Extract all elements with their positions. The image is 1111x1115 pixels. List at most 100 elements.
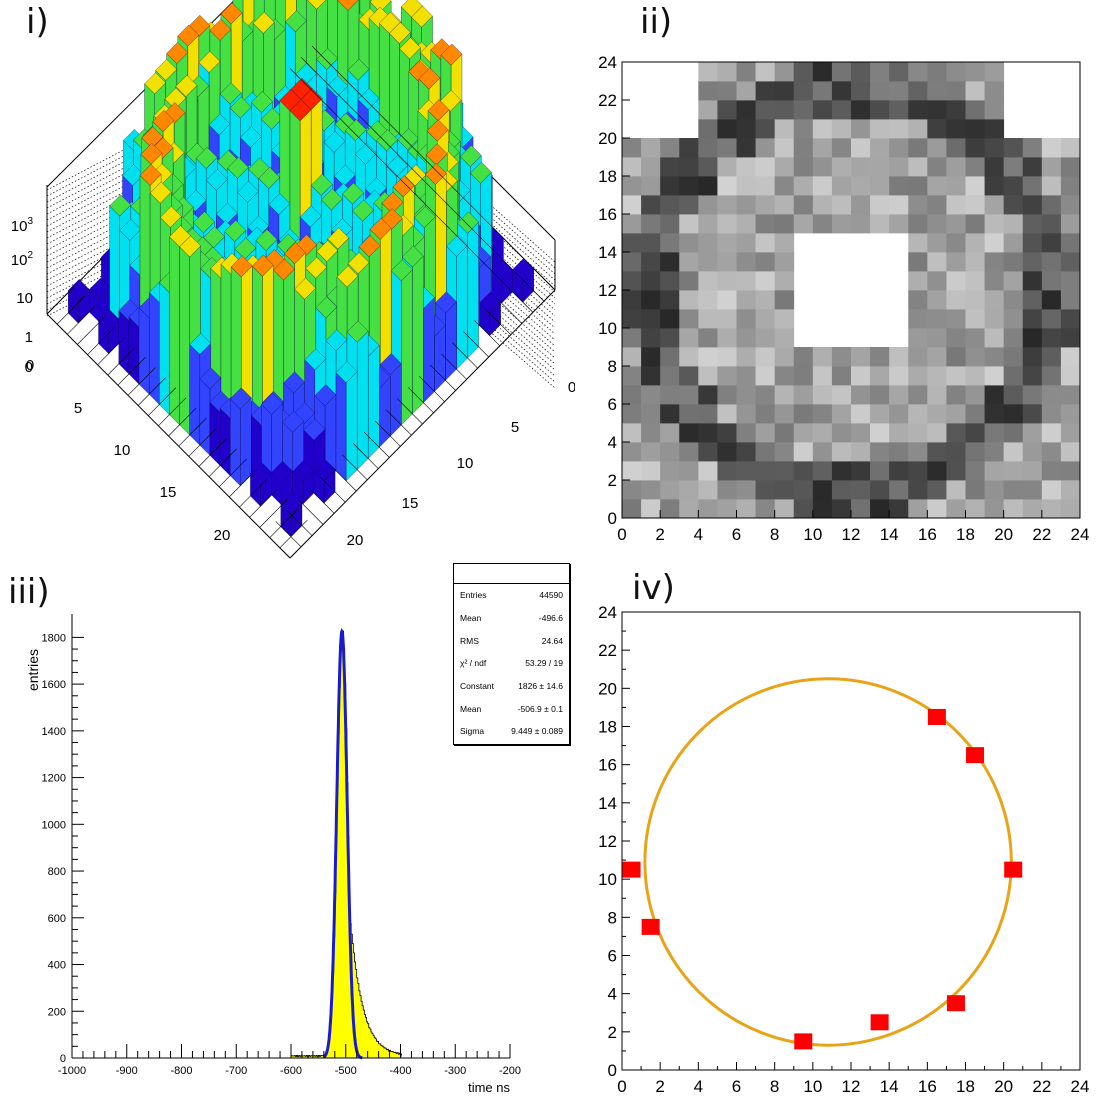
lego-bar-side	[169, 236, 180, 426]
stats-row: Constant 1826 ± 14.6	[454, 675, 569, 698]
heatmap-cell	[698, 176, 718, 196]
heatmap-y-tick-label: 10	[598, 319, 617, 338]
heatmap-cell	[889, 138, 909, 158]
histogram-x-tick-label: -300	[444, 1065, 466, 1077]
lego-floor-line	[158, 397, 187, 427]
heatmap-cell	[717, 195, 737, 215]
heatmap-cell	[908, 271, 928, 291]
lego-y-tick-label: 5	[511, 419, 519, 436]
heatmap-cell	[641, 176, 661, 196]
heatmap-cell	[812, 461, 833, 481]
histogram-y-tick-label: 1400	[42, 726, 66, 738]
lego-bar-top	[284, 242, 306, 265]
heatmap-cell	[870, 157, 890, 177]
heatmap-y-tick-label: 24	[598, 53, 617, 72]
histogram-x-tick-label: -200	[499, 1065, 521, 1077]
scatter-y-tick-label: 8	[608, 908, 617, 927]
lego-bar-top	[399, 37, 421, 60]
scatter-x-tick-label: 22	[1032, 1077, 1051, 1096]
heatmap-cell	[831, 138, 852, 158]
lego-bar-top	[67, 279, 90, 301]
heatmap-cell	[736, 81, 756, 101]
heatmap-cell	[946, 480, 966, 500]
scatter-y-tick-label: 24	[598, 603, 617, 622]
heatmap-cell	[1003, 423, 1024, 443]
heatmap-cell	[908, 290, 928, 310]
heatmap-cell	[793, 176, 814, 196]
heatmap-cell	[870, 81, 890, 101]
lego-bar-top	[440, 43, 463, 66]
heatmap-cell	[927, 252, 947, 272]
lego-bar-side	[159, 282, 170, 416]
heatmap-cell	[641, 404, 661, 424]
lego-floor-line	[229, 468, 258, 498]
heatmap-cell	[622, 385, 642, 405]
heatmap-cell	[851, 176, 871, 196]
heatmap-cell	[812, 176, 833, 196]
heatmap-cell	[717, 119, 737, 139]
heatmap-cells	[622, 62, 1081, 519]
lego-bar-top	[175, 74, 198, 97]
heatmap-cell	[755, 499, 776, 519]
heatmap-cell	[946, 385, 966, 405]
heatmap-cell	[774, 100, 795, 120]
lego-bar-top	[261, 107, 283, 130]
lego-floor-line	[249, 489, 278, 518]
heatmap-cell	[679, 347, 699, 367]
heatmap-cell	[717, 214, 737, 234]
heatmap-cell	[660, 385, 680, 405]
heatmap-cell	[698, 214, 718, 234]
heatmap-cell	[870, 423, 890, 443]
heatmap-cell	[870, 100, 890, 120]
heatmap-cell	[1003, 157, 1024, 177]
scatter-point	[870, 1014, 889, 1031]
heatmap-cell	[717, 138, 737, 158]
stats-value: 9.449 ± 0.089	[511, 726, 563, 737]
heatmap-cell	[755, 157, 776, 177]
heatmap-cell	[851, 81, 871, 101]
lego-bar	[229, 387, 252, 487]
heatmap-cell	[965, 385, 985, 405]
scatter-y-tick-label: 6	[608, 947, 617, 966]
lego-bar-top	[369, 217, 392, 240]
lego-back-grid-line	[46, 155, 316, 293]
lego-bar-top	[307, 0, 327, 10]
lego-bar-top	[323, 130, 346, 153]
heatmap-cell	[679, 290, 699, 310]
heatmap-cell	[965, 252, 985, 272]
lego-bar-top	[280, 492, 303, 515]
heatmap-x-tick-label: 22	[1032, 525, 1051, 544]
lego-bar-top	[310, 173, 333, 196]
heatmap-cell	[946, 176, 966, 196]
heatmap-cell	[946, 347, 966, 367]
heatmap-cell	[946, 233, 966, 253]
heatmap-cell	[1022, 328, 1043, 348]
heatmap-cell	[908, 252, 928, 272]
histogram-y-tick-label: 600	[48, 913, 66, 925]
heatmap-cell	[755, 290, 776, 310]
heatmap-cell	[1022, 366, 1043, 386]
heatmap-cell	[984, 252, 1005, 272]
heatmap-cell	[717, 461, 737, 481]
histogram-y-tick-label: 0	[60, 1053, 66, 1065]
histogram-y-tick-label: 400	[48, 960, 66, 972]
histogram-x-label: time ns	[468, 1080, 510, 1095]
heatmap-cell	[927, 423, 947, 443]
lego-bar-top	[411, 5, 433, 28]
heatmap-cell	[641, 138, 661, 158]
heatmap-cell	[870, 366, 890, 386]
heatmap-cell	[717, 176, 737, 196]
scatter-x-tick-label: 18	[956, 1077, 975, 1096]
heatmap-cell	[946, 195, 966, 215]
heatmap-cell	[641, 195, 661, 215]
heatmap-cell	[984, 176, 1005, 196]
heatmap-cell	[622, 214, 642, 234]
heatmap-cell	[660, 347, 680, 367]
lego-bar-top	[292, 460, 315, 482]
heatmap-y-tick-label: 8	[608, 357, 617, 376]
histogram-x-tick-label: -400	[389, 1065, 411, 1077]
stats-name: χ² / ndf	[460, 658, 487, 669]
heatmap-cell	[889, 119, 909, 139]
heatmap-cell	[927, 328, 947, 348]
